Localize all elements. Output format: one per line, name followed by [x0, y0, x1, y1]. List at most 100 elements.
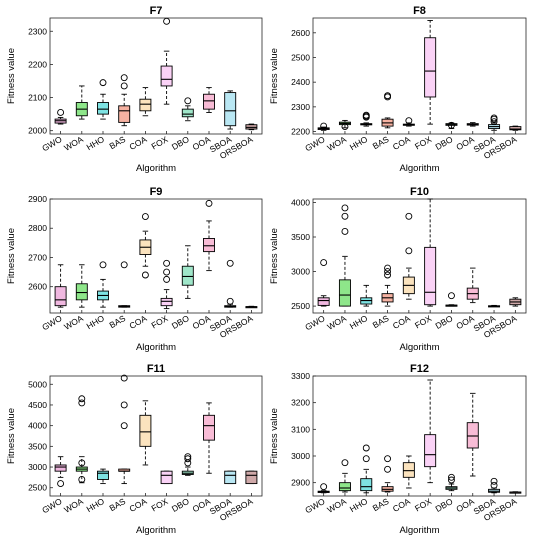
- y-tick-label: 2600: [28, 282, 47, 292]
- y-tick-label: 3000: [291, 267, 310, 277]
- outlier-point: [362, 111, 370, 119]
- y-tick-label: 2000: [28, 126, 47, 136]
- x-tick-label: WOA: [325, 313, 348, 332]
- x-tick-label: COA: [391, 313, 412, 331]
- chart-title: F7: [150, 5, 163, 17]
- x-axis-label: Algorithm: [136, 525, 176, 536]
- outlier-point: [120, 374, 128, 382]
- x-tick-label: COA: [391, 496, 412, 514]
- box-iqr: [160, 65, 173, 87]
- box-WOA: [338, 459, 351, 493]
- outlier-point: [490, 114, 498, 122]
- y-axis-label: Fitness value: [6, 228, 17, 284]
- outlier-point: [362, 455, 370, 463]
- box-iqr: [203, 238, 215, 253]
- box-GWO: [317, 483, 330, 494]
- box-iqr: [424, 37, 437, 98]
- box-iqr: [75, 283, 88, 301]
- outlier-point: [141, 213, 149, 220]
- outlier-point: [341, 459, 349, 467]
- outlier-point: [184, 97, 192, 105]
- box-ORSBOA: [509, 297, 522, 307]
- outlier-point: [384, 268, 391, 275]
- y-tick-label: 2900: [291, 478, 310, 488]
- box-GWO: [317, 122, 330, 131]
- box-HHO: [97, 261, 109, 308]
- y-tick-label: 4500: [28, 400, 47, 410]
- box-ORSBOA: [245, 470, 258, 485]
- outlier-point: [384, 465, 391, 473]
- box-WOA: [75, 395, 88, 484]
- x-tick-label: BAS: [107, 134, 127, 151]
- box-BAS: [381, 264, 394, 307]
- x-tick-label: BAS: [371, 496, 391, 513]
- box-iqr: [509, 126, 522, 131]
- box-iqr: [360, 478, 373, 492]
- y-axis-label: Fitness value: [269, 48, 280, 104]
- x-axis-label: Algorithm: [136, 342, 176, 353]
- outlier-point: [120, 82, 128, 90]
- x-tick-label: FOX: [413, 496, 433, 514]
- box-DBO: [181, 453, 194, 476]
- box-COA: [139, 400, 152, 466]
- box-ORSBOA: [509, 491, 522, 494]
- outlier-point: [120, 74, 128, 82]
- outlier-point: [120, 261, 128, 269]
- chart-title: F11: [147, 363, 165, 375]
- y-tick-label: 2100: [28, 93, 47, 103]
- box-iqr: [424, 434, 437, 468]
- box-COA: [402, 212, 415, 300]
- y-axis-label: Fitness value: [6, 408, 17, 464]
- box-WOA: [75, 264, 88, 308]
- y-tick-label: 3000: [291, 451, 310, 461]
- outlier-point: [57, 109, 65, 116]
- outlier-point: [320, 483, 328, 491]
- box-HHO: [360, 111, 373, 127]
- outlier-point: [226, 297, 234, 305]
- y-tick-label: 5000: [28, 379, 47, 389]
- outlier-point: [490, 481, 498, 489]
- x-tick-label: WOA: [62, 134, 85, 153]
- box-WOA: [75, 85, 88, 120]
- box-ORSBOA: [245, 123, 258, 131]
- chart-title: F9: [150, 186, 163, 198]
- box-FOX: [160, 470, 173, 485]
- x-tick-label: GWO: [40, 134, 64, 153]
- x-tick-label: HHO: [85, 496, 107, 514]
- box-OOA: [466, 392, 479, 477]
- outlier-point: [405, 117, 413, 125]
- box-iqr: [97, 470, 109, 480]
- box-iqr: [118, 105, 131, 123]
- outlier-point: [341, 212, 349, 220]
- x-tick-label: HHO: [348, 313, 370, 331]
- y-axis-label: Fitness value: [6, 48, 17, 104]
- box-OOA: [203, 87, 215, 113]
- x-tick-label: FOX: [149, 313, 169, 331]
- outlier-point: [163, 17, 171, 25]
- box-iqr: [203, 93, 215, 110]
- outlier-point: [163, 268, 171, 276]
- outlier-point: [448, 121, 455, 129]
- x-tick-label: FOX: [149, 134, 169, 152]
- outlier-point: [184, 455, 192, 463]
- x-tick-label: GWO: [303, 496, 327, 515]
- x-tick-label: BAS: [107, 496, 127, 513]
- box-iqr: [338, 482, 351, 492]
- chart-title: F10: [410, 186, 429, 198]
- outlier-point: [226, 259, 234, 267]
- outlier-point: [384, 271, 391, 279]
- outlier-point: [448, 473, 455, 481]
- outlier-point: [57, 480, 65, 488]
- y-tick-label: 2800: [28, 223, 47, 233]
- box-OOA: [203, 402, 215, 474]
- plot-frame: [312, 375, 527, 497]
- x-tick-label: DBO: [433, 313, 454, 331]
- panel-5: F12 2900 3000 3100 3200 3300 Fitness value GWOW…: [269, 363, 527, 536]
- box-FOX: [424, 379, 437, 484]
- outlier-point: [78, 459, 86, 467]
- box-DBO: [445, 473, 458, 492]
- x-tick-label: HHO: [348, 496, 370, 514]
- y-tick-label: 4000: [28, 421, 47, 431]
